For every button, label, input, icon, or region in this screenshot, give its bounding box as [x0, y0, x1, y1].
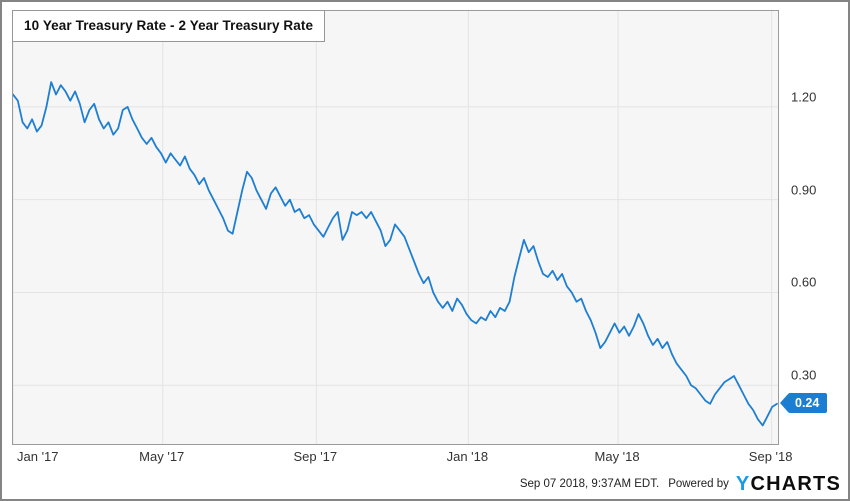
last-value-badge: 0.24	[788, 392, 828, 413]
x-axis-label-0: Jan '17	[17, 449, 59, 464]
chart-title-box: 10 Year Treasury Rate - 2 Year Treasury …	[12, 10, 326, 42]
ycharts-logo: YCHARTS	[736, 474, 841, 494]
y-axis-label-3: 0.30	[791, 367, 817, 383]
plot-area	[12, 10, 779, 445]
x-axis-label-3: Jan '18	[446, 449, 489, 464]
chart-title: 10 Year Treasury Rate - 2 Year Treasury …	[24, 18, 314, 33]
footer-timestamp: Sep 07 2018, 9:37AM EDT.	[519, 478, 660, 490]
ycharts-logo-charts: CHARTS	[750, 473, 841, 495]
x-axis-label-4: May '18	[594, 449, 640, 464]
y-axis-label-0: 1.20	[791, 89, 817, 105]
ycharts-logo-y: Y	[735, 473, 751, 495]
y-axis-label-1: 0.90	[791, 182, 817, 198]
chart-canvas	[13, 11, 778, 444]
footer: Sep 07 2018, 9:37AM EDT. Powered by YCHA…	[520, 474, 841, 494]
series-line	[13, 81, 778, 427]
footer-powered-by: Powered by	[668, 478, 729, 490]
y-axis-label-2: 0.60	[791, 274, 817, 290]
x-axis-label-1: May '17	[139, 449, 185, 464]
x-axis-label-2: Sep '17	[293, 449, 338, 464]
x-axis-label-5: Sep '18	[748, 449, 793, 464]
